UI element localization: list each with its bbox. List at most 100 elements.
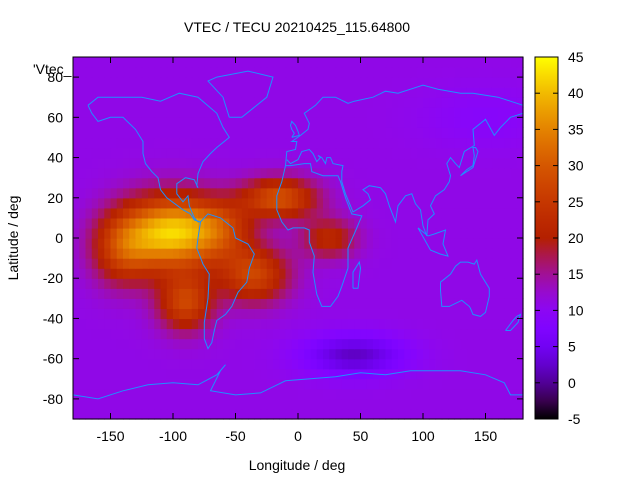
heatmap-cell [435,358,443,370]
heatmap-cell [360,278,368,289]
heatmap-cell [91,288,99,299]
heatmap-cell [454,378,462,390]
heatmap-cell [216,318,224,330]
heatmap-cell [273,117,280,128]
heatmap-cell [398,268,405,279]
heatmap-cell [516,167,524,179]
heatmap-cell [404,258,412,269]
heatmap-cell [129,408,137,420]
heatmap-cell [141,217,149,229]
heatmap-cell [191,117,199,128]
heatmap-cell [160,227,168,239]
heatmap-cell [398,117,405,128]
heatmap-cell [391,258,399,269]
heatmap-cell [498,187,505,199]
heatmap-cell [123,358,130,370]
heatmap-cell [191,167,199,179]
heatmap-cell [479,217,487,229]
heatmap-cell [466,197,474,209]
heatmap-cell [410,278,418,289]
heatmap-cell [335,187,343,199]
heatmap-cell [204,368,212,380]
heatmap-cell [166,127,174,139]
heatmap-cell [385,167,393,179]
heatmap-cell [166,207,174,219]
heatmap-cell [110,298,118,309]
heatmap-cell [429,318,437,330]
heatmap-cell [273,177,280,189]
heatmap-cell [254,87,262,98]
heatmap-cell [135,67,143,78]
heatmap-cell [498,207,505,219]
heatmap-cell [485,248,493,259]
heatmap-cell [354,368,362,380]
heatmap-cell [254,157,262,169]
heatmap-cell [366,147,374,159]
heatmap-cell [98,137,105,149]
heatmap-cell [273,217,280,229]
heatmap-cell [110,197,118,209]
heatmap-cell [110,248,118,259]
heatmap-cell [216,167,224,179]
heatmap-cell [504,147,512,159]
heatmap-cell [360,227,368,239]
heatmap-cell [291,408,299,420]
heatmap-cell [441,358,449,370]
heatmap-cell [398,308,405,320]
heatmap-cell [316,238,324,249]
heatmap-cell [223,278,230,289]
heatmap-cell [410,217,418,229]
heatmap-cell [510,67,518,78]
heatmap-cell [266,87,274,98]
heatmap-cell [516,278,524,289]
heatmap-cell [210,147,218,159]
heatmap-cell [179,238,187,249]
heatmap-cell [79,227,87,239]
heatmap-cell [110,57,118,68]
heatmap-cell [310,238,318,249]
heatmap-cell [135,127,143,139]
heatmap-cell [198,97,205,108]
heatmap-cell [323,348,330,360]
heatmap-cell [304,348,312,360]
heatmap-cell [385,348,393,360]
x-tick-label: 100 [411,428,435,444]
heatmap-cell [260,388,268,400]
heatmap-cell [241,57,249,68]
heatmap-cell [391,328,399,340]
heatmap-cell [73,187,80,199]
heatmap-cell [129,248,137,259]
heatmap-cell [454,358,462,370]
colorbar-tick-label: 30 [568,158,584,174]
heatmap-cell [404,87,412,98]
heatmap-cell [385,207,393,219]
heatmap-cell [366,177,374,189]
heatmap-cell [154,87,162,98]
heatmap-cell [110,227,118,239]
heatmap-cell [148,157,155,169]
heatmap-cell [216,217,224,229]
heatmap-cell [485,278,493,289]
heatmap-cell [123,67,130,78]
heatmap-cell [248,177,255,189]
heatmap-cell [110,177,118,189]
heatmap-cell [379,137,387,149]
heatmap-cell [285,127,293,139]
heatmap-cell [335,358,343,370]
heatmap-cell [91,318,99,330]
heatmap-cell [141,298,149,309]
heatmap-cell [141,238,149,249]
heatmap-cell [410,77,418,88]
heatmap-cell [91,217,99,229]
colorbar-tick-label: 25 [568,194,584,210]
heatmap-cell [379,67,387,78]
heatmap-cell [248,268,255,279]
heatmap-cell [285,77,293,88]
heatmap-cell [185,67,193,78]
heatmap-cell [341,137,349,149]
heatmap-cell [485,388,493,400]
heatmap-cell [141,408,149,420]
heatmap-cell [316,308,324,320]
heatmap-cell [429,308,437,320]
